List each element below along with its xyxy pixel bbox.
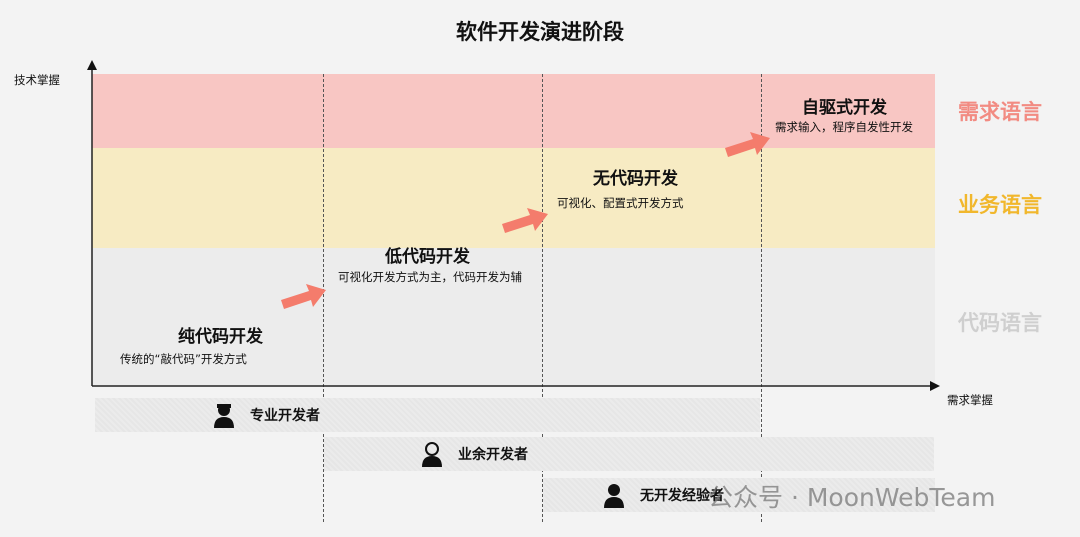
developer-label: 专业开发者 bbox=[250, 408, 320, 424]
arrow-icon bbox=[281, 284, 326, 309]
developer-label: 业余开发者 bbox=[458, 447, 528, 463]
divider bbox=[542, 74, 543, 522]
stage-title: 无代码开发 bbox=[593, 169, 678, 189]
language-business: 业务语言 bbox=[958, 193, 1042, 217]
watermark: 公众号 · MoonWebTeam bbox=[708, 483, 996, 512]
stage-title: 自驱式开发 bbox=[802, 98, 887, 118]
divider bbox=[761, 74, 762, 522]
language-requirement: 需求语言 bbox=[958, 100, 1042, 124]
language-code: 代码语言 bbox=[958, 311, 1042, 335]
developer-label: 无开发经验者 bbox=[640, 488, 724, 504]
developer-professional: 专业开发者 bbox=[212, 402, 320, 428]
diagram-title: 软件开发演进阶段 bbox=[456, 20, 624, 44]
arrow-icon bbox=[502, 208, 548, 233]
developer-novice: 无开发经验者 bbox=[602, 482, 724, 508]
lane-amateur bbox=[324, 437, 934, 471]
band-business bbox=[92, 148, 935, 248]
stage-desc: 传统的“敲代码”开发方式 bbox=[120, 352, 247, 366]
divider bbox=[323, 74, 324, 522]
stage-desc: 可视化开发方式为主，代码开发为辅 bbox=[338, 270, 522, 284]
arrow-icon bbox=[725, 132, 770, 157]
lane-professional bbox=[95, 398, 760, 432]
stage-desc: 需求输入，程序自发性开发 bbox=[775, 120, 913, 134]
developer-amateur: 业余开发者 bbox=[420, 441, 528, 467]
x-axis-label: 需求掌握 bbox=[947, 393, 993, 407]
person-icon bbox=[422, 442, 442, 467]
band-requirement bbox=[92, 74, 935, 148]
stage-title: 纯代码开发 bbox=[178, 327, 263, 347]
person-chat-icon bbox=[604, 484, 624, 508]
band-code bbox=[92, 248, 935, 385]
y-axis-label: 技术掌握 bbox=[14, 73, 60, 87]
worker-icon bbox=[214, 404, 234, 428]
stage-title: 低代码开发 bbox=[385, 247, 470, 267]
stage-desc: 可视化、配置式开发方式 bbox=[557, 196, 684, 210]
